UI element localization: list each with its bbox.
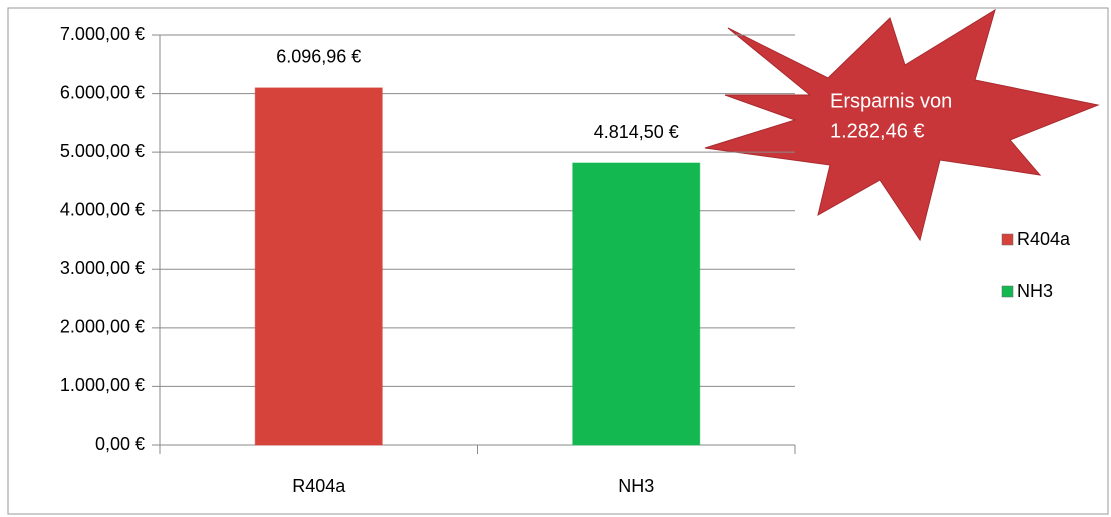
y-tick-label: 7.000,00 € <box>60 24 145 44</box>
x-tick-label: R404a <box>292 476 346 496</box>
x-tick-label: NH3 <box>618 476 654 496</box>
bar <box>572 162 701 446</box>
legend-label: R404a <box>1017 229 1071 249</box>
annotation-text: Ersparnis von <box>830 90 952 112</box>
chart-frame <box>7 7 1109 515</box>
value-label: 4.814,50 € <box>594 122 679 142</box>
annotation-text: 1.282,46 € <box>830 120 925 142</box>
annotation-star <box>704 8 1100 242</box>
legend-label: NH3 <box>1017 281 1053 301</box>
legend-swatch <box>1001 285 1014 298</box>
y-tick-label: 1.000,00 € <box>60 375 145 395</box>
bar <box>254 87 383 446</box>
y-tick-label: 5.000,00 € <box>60 141 145 161</box>
y-tick-label: 2.000,00 € <box>60 317 145 337</box>
legend-swatch <box>1001 233 1014 246</box>
y-tick-label: 0,00 € <box>95 434 145 454</box>
y-tick-label: 3.000,00 € <box>60 258 145 278</box>
value-label: 6.096,96 € <box>276 47 361 67</box>
y-tick-label: 6.000,00 € <box>60 82 145 102</box>
y-tick-label: 4.000,00 € <box>60 199 145 219</box>
